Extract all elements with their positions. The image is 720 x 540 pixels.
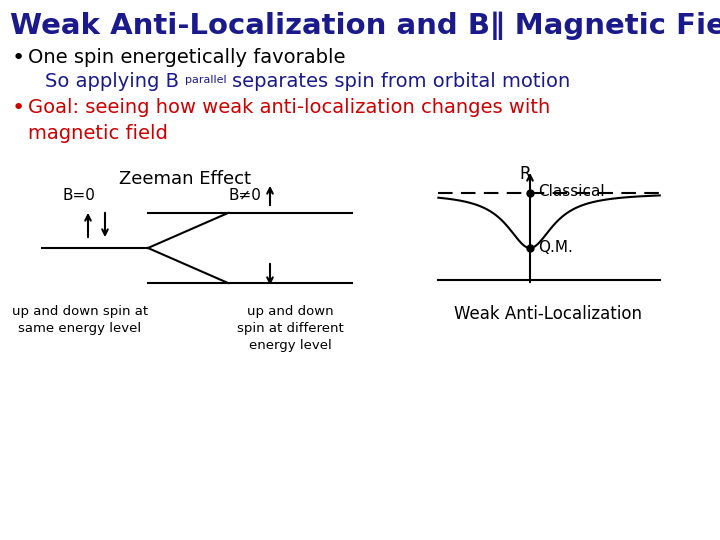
Text: Classical: Classical [538, 184, 605, 199]
Text: B≠0: B≠0 [228, 188, 261, 203]
Text: So applying B: So applying B [45, 72, 179, 91]
Text: •: • [12, 48, 25, 68]
Text: One spin energetically favorable: One spin energetically favorable [28, 48, 346, 67]
Text: Zeeman Effect: Zeeman Effect [119, 170, 251, 188]
Text: Goal: seeing how weak anti-localization changes with
magnetic field: Goal: seeing how weak anti-localization … [28, 98, 550, 143]
Text: B=0: B=0 [62, 188, 95, 203]
Text: R: R [519, 165, 531, 183]
Text: •: • [12, 98, 25, 118]
Text: up and down spin at
same energy level: up and down spin at same energy level [12, 305, 148, 335]
Text: up and down
spin at different
energy level: up and down spin at different energy lev… [237, 305, 343, 352]
Text: Weak Anti-Localization: Weak Anti-Localization [454, 305, 642, 323]
Text: Weak Anti-Localization and B∥ Magnetic Field: Weak Anti-Localization and B∥ Magnetic F… [10, 12, 720, 40]
Text: Q.M.: Q.M. [538, 240, 573, 255]
Text: separates spin from orbital motion: separates spin from orbital motion [232, 72, 570, 91]
Text: parallel: parallel [185, 75, 227, 85]
